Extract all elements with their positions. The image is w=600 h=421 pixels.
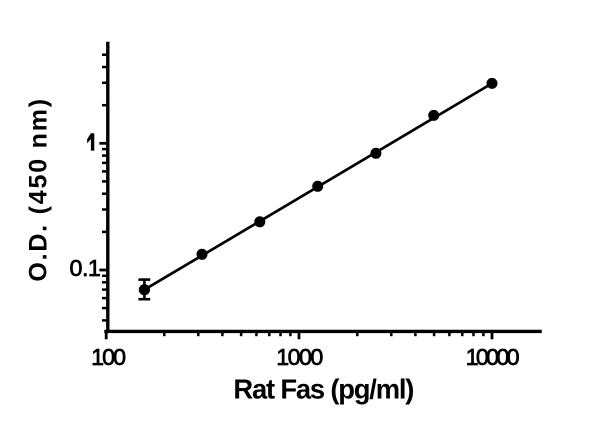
svg-text:1000: 1000	[276, 344, 323, 370]
svg-text:0.1: 0.1	[70, 255, 101, 281]
svg-text:Rat Fas (pg/ml): Rat Fas (pg/ml)	[233, 373, 413, 404]
svg-text:O.D. (450 nm): O.D. (450 nm)	[24, 97, 52, 282]
svg-text:100: 100	[91, 344, 126, 370]
svg-text:10000: 10000	[466, 344, 520, 370]
